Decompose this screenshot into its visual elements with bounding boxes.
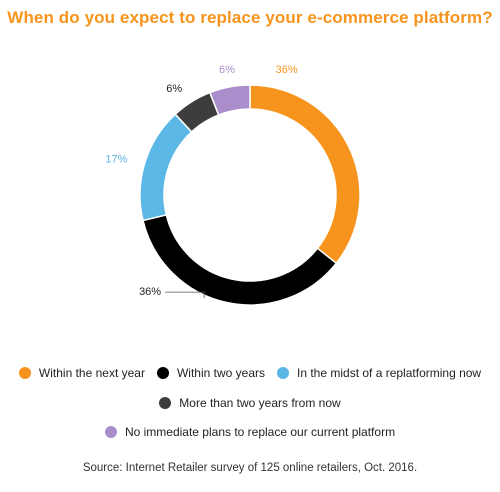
legend-row-2: More than two years from now <box>0 396 500 410</box>
donut-chart: 36% 36% 17% 6% 6% <box>105 64 361 306</box>
legend-item-within-next-year: Within the next year <box>18 366 145 380</box>
legend-row-1: Within the next year Within two years In… <box>0 366 500 380</box>
slice-label-0: 36% <box>276 64 298 76</box>
legend-item-within-two-years: Within two years <box>156 366 265 380</box>
legend-swatch <box>156 367 169 379</box>
donut-slice-4 <box>208 84 251 116</box>
slice-label-3: 6% <box>166 83 182 95</box>
slice-label-2: 17% <box>105 153 127 165</box>
legend-label: No immediate plans to replace our curren… <box>124 425 396 439</box>
donut-slice-2 <box>139 113 193 222</box>
source-note: Source: Internet Retailer survey of 125 … <box>82 462 418 474</box>
legend-swatch <box>277 367 289 379</box>
chart-title: When do you expect to replace your e-com… <box>7 8 493 27</box>
slice-label-1: 36% <box>139 286 161 298</box>
donut-slice-0 <box>249 84 361 265</box>
legend-label: In the midst of a replatforming now <box>297 366 482 380</box>
leader-line-1 <box>165 291 205 299</box>
legend-swatch <box>104 426 117 438</box>
legend-swatch <box>18 367 31 379</box>
legend-row-3: No immediate plans to replace our curren… <box>0 425 500 439</box>
legend-label: Within the next year <box>38 366 145 380</box>
legend-item-no-immediate-plans: No immediate plans to replace our curren… <box>104 425 396 439</box>
legend-label: More than two years from now <box>179 396 341 410</box>
slice-label-4: 6% <box>219 64 235 76</box>
legend-item-more-than-two-years: More than two years from now <box>159 396 341 410</box>
donut-slice-1 <box>142 213 338 306</box>
legend-label: Within two years <box>176 366 265 380</box>
legend-swatch <box>159 397 172 409</box>
legend-item-replatforming-now: In the midst of a replatforming now <box>277 366 481 380</box>
